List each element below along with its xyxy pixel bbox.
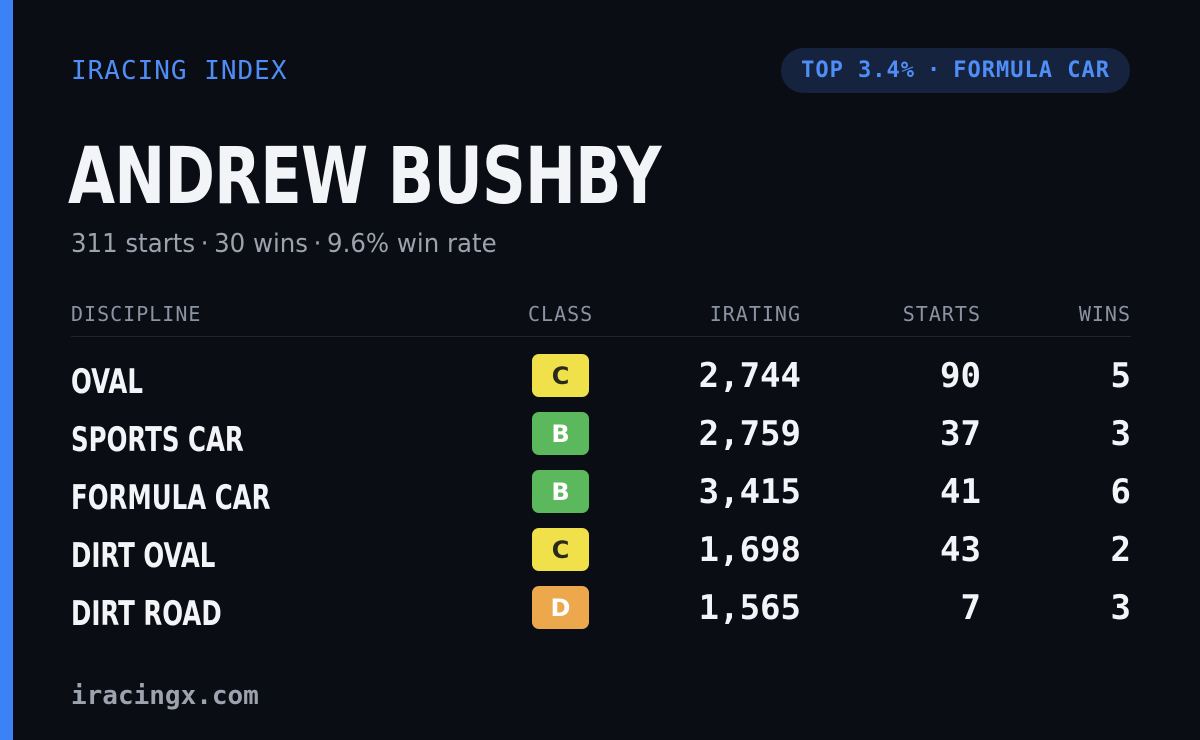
row-discipline: OVAL [71, 362, 143, 402]
row-starts: 90 [940, 356, 981, 396]
license-class-badge: B [532, 412, 589, 455]
row-discipline: FORMULA CAR [71, 478, 271, 518]
row-starts: 43 [940, 530, 981, 570]
row-wins: 5 [1110, 356, 1131, 396]
row-irating: 2,759 [698, 414, 801, 454]
table-row: SPORTS CAR B 2,759 37 3 [71, 410, 1131, 468]
row-wins: 6 [1110, 472, 1131, 512]
row-discipline: DIRT ROAD [71, 594, 222, 634]
row-discipline: DIRT OVAL [71, 536, 216, 576]
footer-site-link[interactable]: iracingx.com [71, 681, 259, 711]
summary-separator: · [200, 229, 209, 259]
table-row: FORMULA CAR B 3,415 41 6 [71, 468, 1131, 526]
brand-title: IRACING INDEX [71, 56, 288, 86]
license-class-badge: C [532, 528, 589, 571]
row-irating: 1,565 [698, 588, 801, 628]
rank-badge: TOP 3.4% · FORMULA CAR [781, 48, 1130, 93]
header-class: CLASS [528, 302, 594, 326]
header-starts: STARTS [902, 302, 981, 326]
table-header: DISCIPLINE CLASS IRATING STARTS WINS [71, 300, 1131, 337]
row-irating: 2,744 [698, 356, 801, 396]
rank-badge-discipline: FORMULA CAR [953, 58, 1110, 83]
summary-starts: 311 starts [71, 229, 196, 259]
driver-name: ANDREW BUSHBY [68, 132, 661, 222]
summary-wins: 30 wins [214, 229, 309, 259]
row-wins: 2 [1110, 530, 1131, 570]
header-wins: WINS [1078, 302, 1131, 326]
rank-badge-separator: · [927, 58, 942, 83]
row-irating: 3,415 [698, 472, 801, 512]
row-wins: 3 [1110, 588, 1131, 628]
summary-separator: · [313, 229, 322, 259]
driver-summary: 311 starts · 30 wins · 9.6% win rate [71, 229, 497, 259]
row-discipline: SPORTS CAR [71, 420, 244, 460]
discipline-table: OVAL C 2,744 90 5 SPORTS CAR B 2,759 37 … [71, 352, 1131, 642]
table-row: DIRT ROAD D 1,565 7 3 [71, 584, 1131, 642]
table-row: DIRT OVAL C 1,698 43 2 [71, 526, 1131, 584]
row-starts: 7 [960, 588, 981, 628]
row-starts: 41 [940, 472, 981, 512]
accent-bar [0, 0, 13, 740]
row-irating: 1,698 [698, 530, 801, 570]
header-irating: IRATING [709, 302, 801, 326]
license-class-badge: B [532, 470, 589, 513]
row-wins: 3 [1110, 414, 1131, 454]
license-class-badge: C [532, 354, 589, 397]
row-starts: 37 [940, 414, 981, 454]
summary-win-rate: 9.6% win rate [327, 229, 497, 259]
header-discipline: DISCIPLINE [71, 302, 202, 326]
license-class-badge: D [532, 586, 589, 629]
rank-badge-rank: TOP 3.4% [801, 58, 916, 83]
table-row: OVAL C 2,744 90 5 [71, 352, 1131, 410]
